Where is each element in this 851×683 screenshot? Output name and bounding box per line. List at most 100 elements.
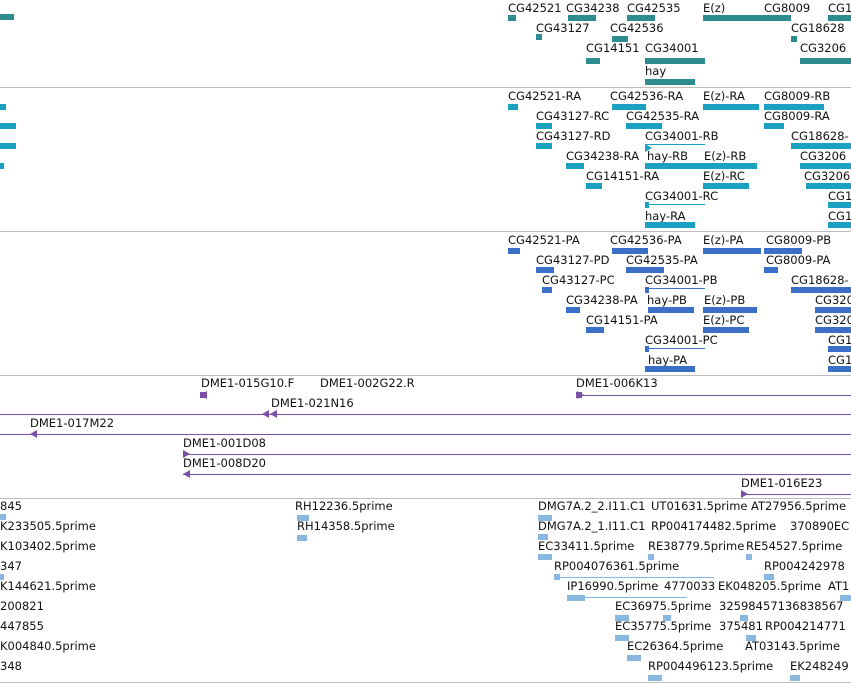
feature-label[interactable]: RP004076361.5prime bbox=[554, 559, 680, 573]
feature-label[interactable]: 845 bbox=[0, 499, 22, 513]
feature-label[interactable]: CG42521-PA bbox=[508, 233, 580, 247]
feature-label[interactable]: RE54527.5prime bbox=[746, 539, 843, 553]
feature-glyph[interactable] bbox=[791, 143, 851, 149]
feature-label[interactable]: CG18628 bbox=[791, 21, 845, 35]
feature-label[interactable]: CG320 bbox=[815, 293, 851, 307]
feature-label[interactable]: CG42535-PA bbox=[626, 253, 698, 267]
feature-label[interactable]: E(z)-RA bbox=[703, 89, 745, 103]
feature-glyph[interactable] bbox=[645, 346, 649, 352]
feature-extent-line[interactable] bbox=[554, 577, 714, 578]
feature-label[interactable]: EK048205.5prime bbox=[718, 579, 822, 593]
feature-glyph[interactable] bbox=[703, 327, 749, 333]
feature-label[interactable]: CG34238-RA bbox=[566, 149, 640, 163]
feature-glyph[interactable] bbox=[764, 248, 802, 254]
feature-glyph[interactable] bbox=[612, 36, 628, 42]
feature-label[interactable]: CG18628- bbox=[791, 129, 849, 143]
feature-glyph[interactable] bbox=[542, 287, 552, 293]
feature-label[interactable]: 348 bbox=[0, 659, 22, 673]
feature-label[interactable]: RP004214771 bbox=[765, 619, 846, 633]
feature-glyph[interactable] bbox=[645, 58, 705, 64]
feature-glyph[interactable] bbox=[536, 267, 554, 273]
feature-label[interactable]: 375481 bbox=[719, 619, 763, 633]
feature-label[interactable]: 347 bbox=[0, 559, 22, 573]
feature-glyph[interactable] bbox=[567, 595, 585, 601]
feature-glyph[interactable] bbox=[791, 287, 851, 293]
feature-label[interactable]: K103402.5prime bbox=[0, 539, 96, 553]
feature-label[interactable]: 447855 bbox=[0, 619, 44, 633]
feature-glyph[interactable] bbox=[538, 534, 548, 540]
feature-glyph[interactable] bbox=[612, 104, 646, 110]
feature-label[interactable]: EC26364.5prime bbox=[627, 639, 724, 653]
feature-glyph[interactable] bbox=[764, 104, 824, 110]
feature-label[interactable]: CG8009 bbox=[764, 1, 811, 15]
feature-label[interactable]: CG8009-PA bbox=[766, 253, 831, 267]
feature-label[interactable]: CG34238 bbox=[566, 1, 620, 15]
feature-glyph[interactable] bbox=[297, 515, 309, 521]
feature-glyph[interactable] bbox=[645, 222, 695, 228]
feature-label[interactable]: CG3206 bbox=[804, 169, 851, 183]
feature-label[interactable]: CG34238-PA bbox=[566, 293, 638, 307]
feature-glyph[interactable] bbox=[840, 595, 851, 601]
feature-label[interactable]: hay bbox=[645, 64, 667, 78]
feature-extent-line[interactable] bbox=[0, 434, 851, 435]
feature-extent-line[interactable] bbox=[645, 288, 705, 289]
feature-label[interactable]: CG42535 bbox=[627, 1, 681, 15]
feature-glyph[interactable] bbox=[626, 123, 662, 129]
feature-glyph[interactable] bbox=[538, 554, 552, 560]
feature-label[interactable]: CG3206 bbox=[800, 149, 847, 163]
feature-glyph[interactable] bbox=[508, 248, 520, 254]
feature-glyph[interactable] bbox=[703, 248, 761, 254]
feature-label[interactable]: EC35775.5prime bbox=[615, 619, 712, 633]
feature-label[interactable]: CG43127-PC bbox=[542, 273, 615, 287]
feature-label[interactable]: UT01631.5prime bbox=[651, 499, 748, 513]
feature-label[interactable]: DME1-001D08 bbox=[183, 436, 266, 450]
feature-extent-line[interactable] bbox=[183, 454, 851, 455]
feature-label[interactable]: DME1-015G10.F bbox=[201, 376, 295, 390]
feature-label[interactable]: CG18628- bbox=[791, 273, 849, 287]
feature-label[interactable]: 325984 bbox=[719, 599, 763, 613]
feature-label[interactable]: CG8009-PB bbox=[766, 233, 832, 247]
feature-glyph[interactable] bbox=[538, 515, 552, 521]
feature-label[interactable]: 4770033 bbox=[664, 579, 716, 593]
feature-label[interactable]: hay-RA bbox=[645, 209, 686, 223]
feature-glyph[interactable] bbox=[568, 15, 596, 21]
feature-label[interactable]: RP004242978 bbox=[764, 559, 845, 573]
feature-label[interactable]: CG14151 bbox=[586, 41, 640, 55]
feature-glyph[interactable] bbox=[764, 574, 774, 580]
feature-label[interactable]: CG14151-PA bbox=[586, 313, 658, 327]
feature-glyph[interactable] bbox=[536, 123, 552, 129]
feature-label[interactable]: hay-PA bbox=[648, 353, 688, 367]
feature-glyph[interactable] bbox=[828, 346, 851, 352]
feature-label[interactable]: RP004174482.5prime bbox=[651, 519, 777, 533]
feature-label[interactable]: DME1-002G22.R bbox=[320, 376, 415, 390]
feature-label[interactable]: RH12236.5prime bbox=[295, 499, 393, 513]
feature-glyph[interactable] bbox=[536, 34, 542, 40]
feature-label[interactable]: EC33411.5prime bbox=[538, 539, 635, 553]
feature-label[interactable]: CG42536-PA bbox=[610, 233, 682, 247]
feature-label[interactable]: RE38779.5prime bbox=[648, 539, 745, 553]
feature-glyph[interactable] bbox=[645, 163, 705, 169]
feature-label[interactable]: CG34001-RC bbox=[645, 189, 719, 203]
feature-label[interactable]: DME1-017M22 bbox=[30, 416, 115, 430]
feature-label[interactable]: CG42521 bbox=[508, 1, 562, 15]
feature-glyph[interactable] bbox=[806, 183, 851, 189]
feature-label[interactable]: DME1-006K13 bbox=[576, 376, 658, 390]
feature-glyph[interactable] bbox=[536, 143, 552, 149]
feature-extent-line[interactable] bbox=[645, 348, 705, 349]
feature-label[interactable]: CG8009-RA bbox=[764, 109, 830, 123]
feature-glyph[interactable] bbox=[703, 183, 749, 189]
feature-label[interactable]: DMG7A.2_1.I11.C1 bbox=[538, 519, 646, 533]
feature-glyph[interactable] bbox=[0, 104, 6, 110]
feature-label[interactable]: CG43127-RC bbox=[536, 109, 610, 123]
feature-glyph[interactable] bbox=[828, 202, 851, 208]
feature-glyph[interactable] bbox=[586, 58, 600, 64]
feature-glyph[interactable] bbox=[0, 143, 16, 149]
feature-label[interactable]: 57136838567 bbox=[763, 599, 844, 613]
feature-label[interactable]: K004840.5prime bbox=[0, 639, 96, 653]
feature-label[interactable]: hay-RB bbox=[647, 149, 688, 163]
feature-label[interactable]: 370890EC bbox=[790, 519, 850, 533]
feature-glyph[interactable] bbox=[746, 554, 752, 560]
feature-label[interactable]: CG34001-RB bbox=[645, 129, 719, 143]
feature-label[interactable]: RP004496123.5prime bbox=[648, 659, 774, 673]
feature-glyph[interactable] bbox=[828, 366, 851, 372]
